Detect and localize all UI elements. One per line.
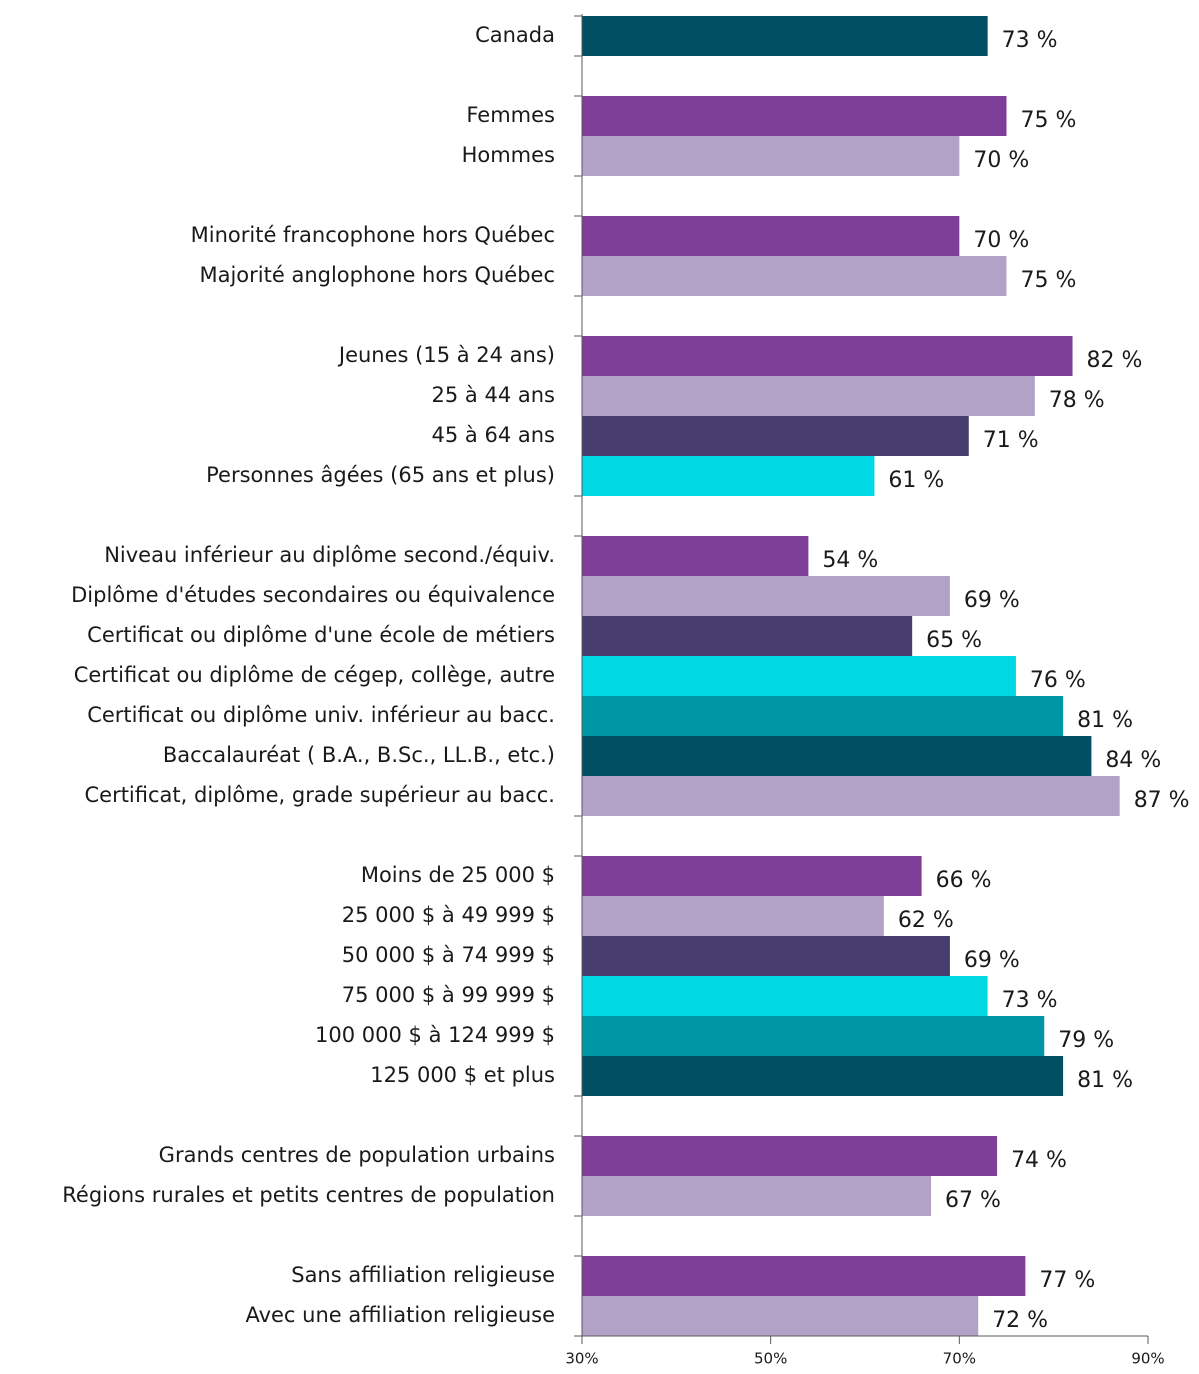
bar: [582, 256, 1007, 296]
value-label: 71 %: [983, 428, 1039, 453]
category-label: Avec une affiliation religieuse: [245, 1303, 555, 1327]
bar: [582, 536, 809, 576]
category-label: Femmes: [466, 103, 555, 127]
category-label: Sans affiliation religieuse: [291, 1263, 555, 1287]
category-label: Personnes âgées (65 ans et plus): [206, 463, 555, 487]
bar: [582, 1256, 1026, 1296]
value-label: 70 %: [973, 228, 1029, 253]
bar: [582, 776, 1120, 816]
value-label: 73 %: [1002, 28, 1058, 53]
value-label: 75 %: [1021, 108, 1077, 133]
category-label: Certificat, diplôme, grade supérieur au …: [84, 783, 555, 807]
bar: [582, 576, 950, 616]
bar: [582, 1176, 932, 1216]
bar: [582, 16, 988, 56]
bar: [582, 1296, 979, 1336]
category-label: 45 à 64 ans: [432, 423, 555, 447]
category-label: Moins de 25 000 $: [361, 863, 555, 887]
bar: [582, 216, 960, 256]
category-label: 50 000 $ à 74 999 $: [342, 943, 555, 967]
value-label: 81 %: [1077, 1068, 1133, 1093]
x-tick-label: 90%: [1131, 1350, 1164, 1368]
category-label: Certificat ou diplôme d'une école de mét…: [87, 623, 555, 647]
category-label: Niveau inférieur au diplôme second./équi…: [104, 543, 555, 567]
category-label: 125 000 $ et plus: [370, 1063, 555, 1087]
value-label: 79 %: [1058, 1028, 1114, 1053]
value-label: 77 %: [1039, 1268, 1095, 1293]
value-label: 82 %: [1087, 348, 1143, 373]
category-label: Grands centres de population urbains: [159, 1143, 555, 1167]
value-label: 61 %: [888, 468, 944, 493]
value-label: 75 %: [1021, 268, 1077, 293]
category-label: Minorité francophone hors Québec: [191, 223, 555, 247]
bar: [582, 616, 913, 656]
value-label: 67 %: [945, 1188, 1001, 1213]
bar: [582, 856, 922, 896]
bar: [582, 1136, 998, 1176]
value-label: 81 %: [1077, 708, 1133, 733]
bar: [582, 696, 1064, 736]
value-label: 66 %: [936, 868, 992, 893]
bar: [582, 736, 1092, 776]
value-label: 76 %: [1030, 668, 1086, 693]
value-label: 65 %: [926, 628, 982, 653]
value-label: 72 %: [992, 1308, 1048, 1333]
category-label: Majorité anglophone hors Québec: [199, 263, 555, 287]
bar: [582, 656, 1016, 696]
category-label: Diplôme d'études secondaires ou équivale…: [71, 583, 555, 607]
value-label: 78 %: [1049, 388, 1105, 413]
bar: [582, 376, 1035, 416]
bar: [582, 936, 950, 976]
bar: [582, 136, 960, 176]
bar: [582, 416, 969, 456]
bar: [582, 1056, 1064, 1096]
value-label: 62 %: [898, 908, 954, 933]
category-label: Hommes: [462, 143, 555, 167]
category-label: Certificat ou diplôme de cégep, collège,…: [74, 663, 555, 687]
value-label: 74 %: [1011, 1148, 1067, 1173]
category-label: 25 000 $ à 49 999 $: [342, 903, 555, 927]
value-label: 73 %: [1002, 988, 1058, 1013]
bar: [582, 96, 1007, 136]
x-tick-label: 50%: [754, 1350, 787, 1368]
category-label: Jeunes (15 à 24 ans): [337, 343, 555, 367]
category-label: Baccalauréat ( B.A., B.Sc., LL.B., etc.): [163, 743, 555, 767]
bar: [582, 976, 988, 1016]
value-label: 69 %: [964, 948, 1020, 973]
value-label: 84 %: [1105, 748, 1161, 773]
x-tick-label: 30%: [565, 1350, 598, 1368]
value-label: 54 %: [822, 548, 878, 573]
category-label: 75 000 $ à 99 999 $: [342, 983, 555, 1007]
value-label: 69 %: [964, 588, 1020, 613]
category-label: Certificat ou diplôme univ. inférieur au…: [87, 703, 555, 727]
category-label: 25 à 44 ans: [432, 383, 555, 407]
value-label: 87 %: [1134, 788, 1190, 813]
category-label: 100 000 $ à 124 999 $: [315, 1023, 555, 1047]
bar: [582, 1016, 1045, 1056]
bar: [582, 456, 875, 496]
category-label: Canada: [475, 23, 555, 47]
category-label: Régions rurales et petits centres de pop…: [62, 1183, 555, 1207]
bar: [582, 336, 1073, 376]
x-tick-label: 70%: [943, 1350, 976, 1368]
value-label: 70 %: [973, 148, 1029, 173]
bar: [582, 896, 884, 936]
